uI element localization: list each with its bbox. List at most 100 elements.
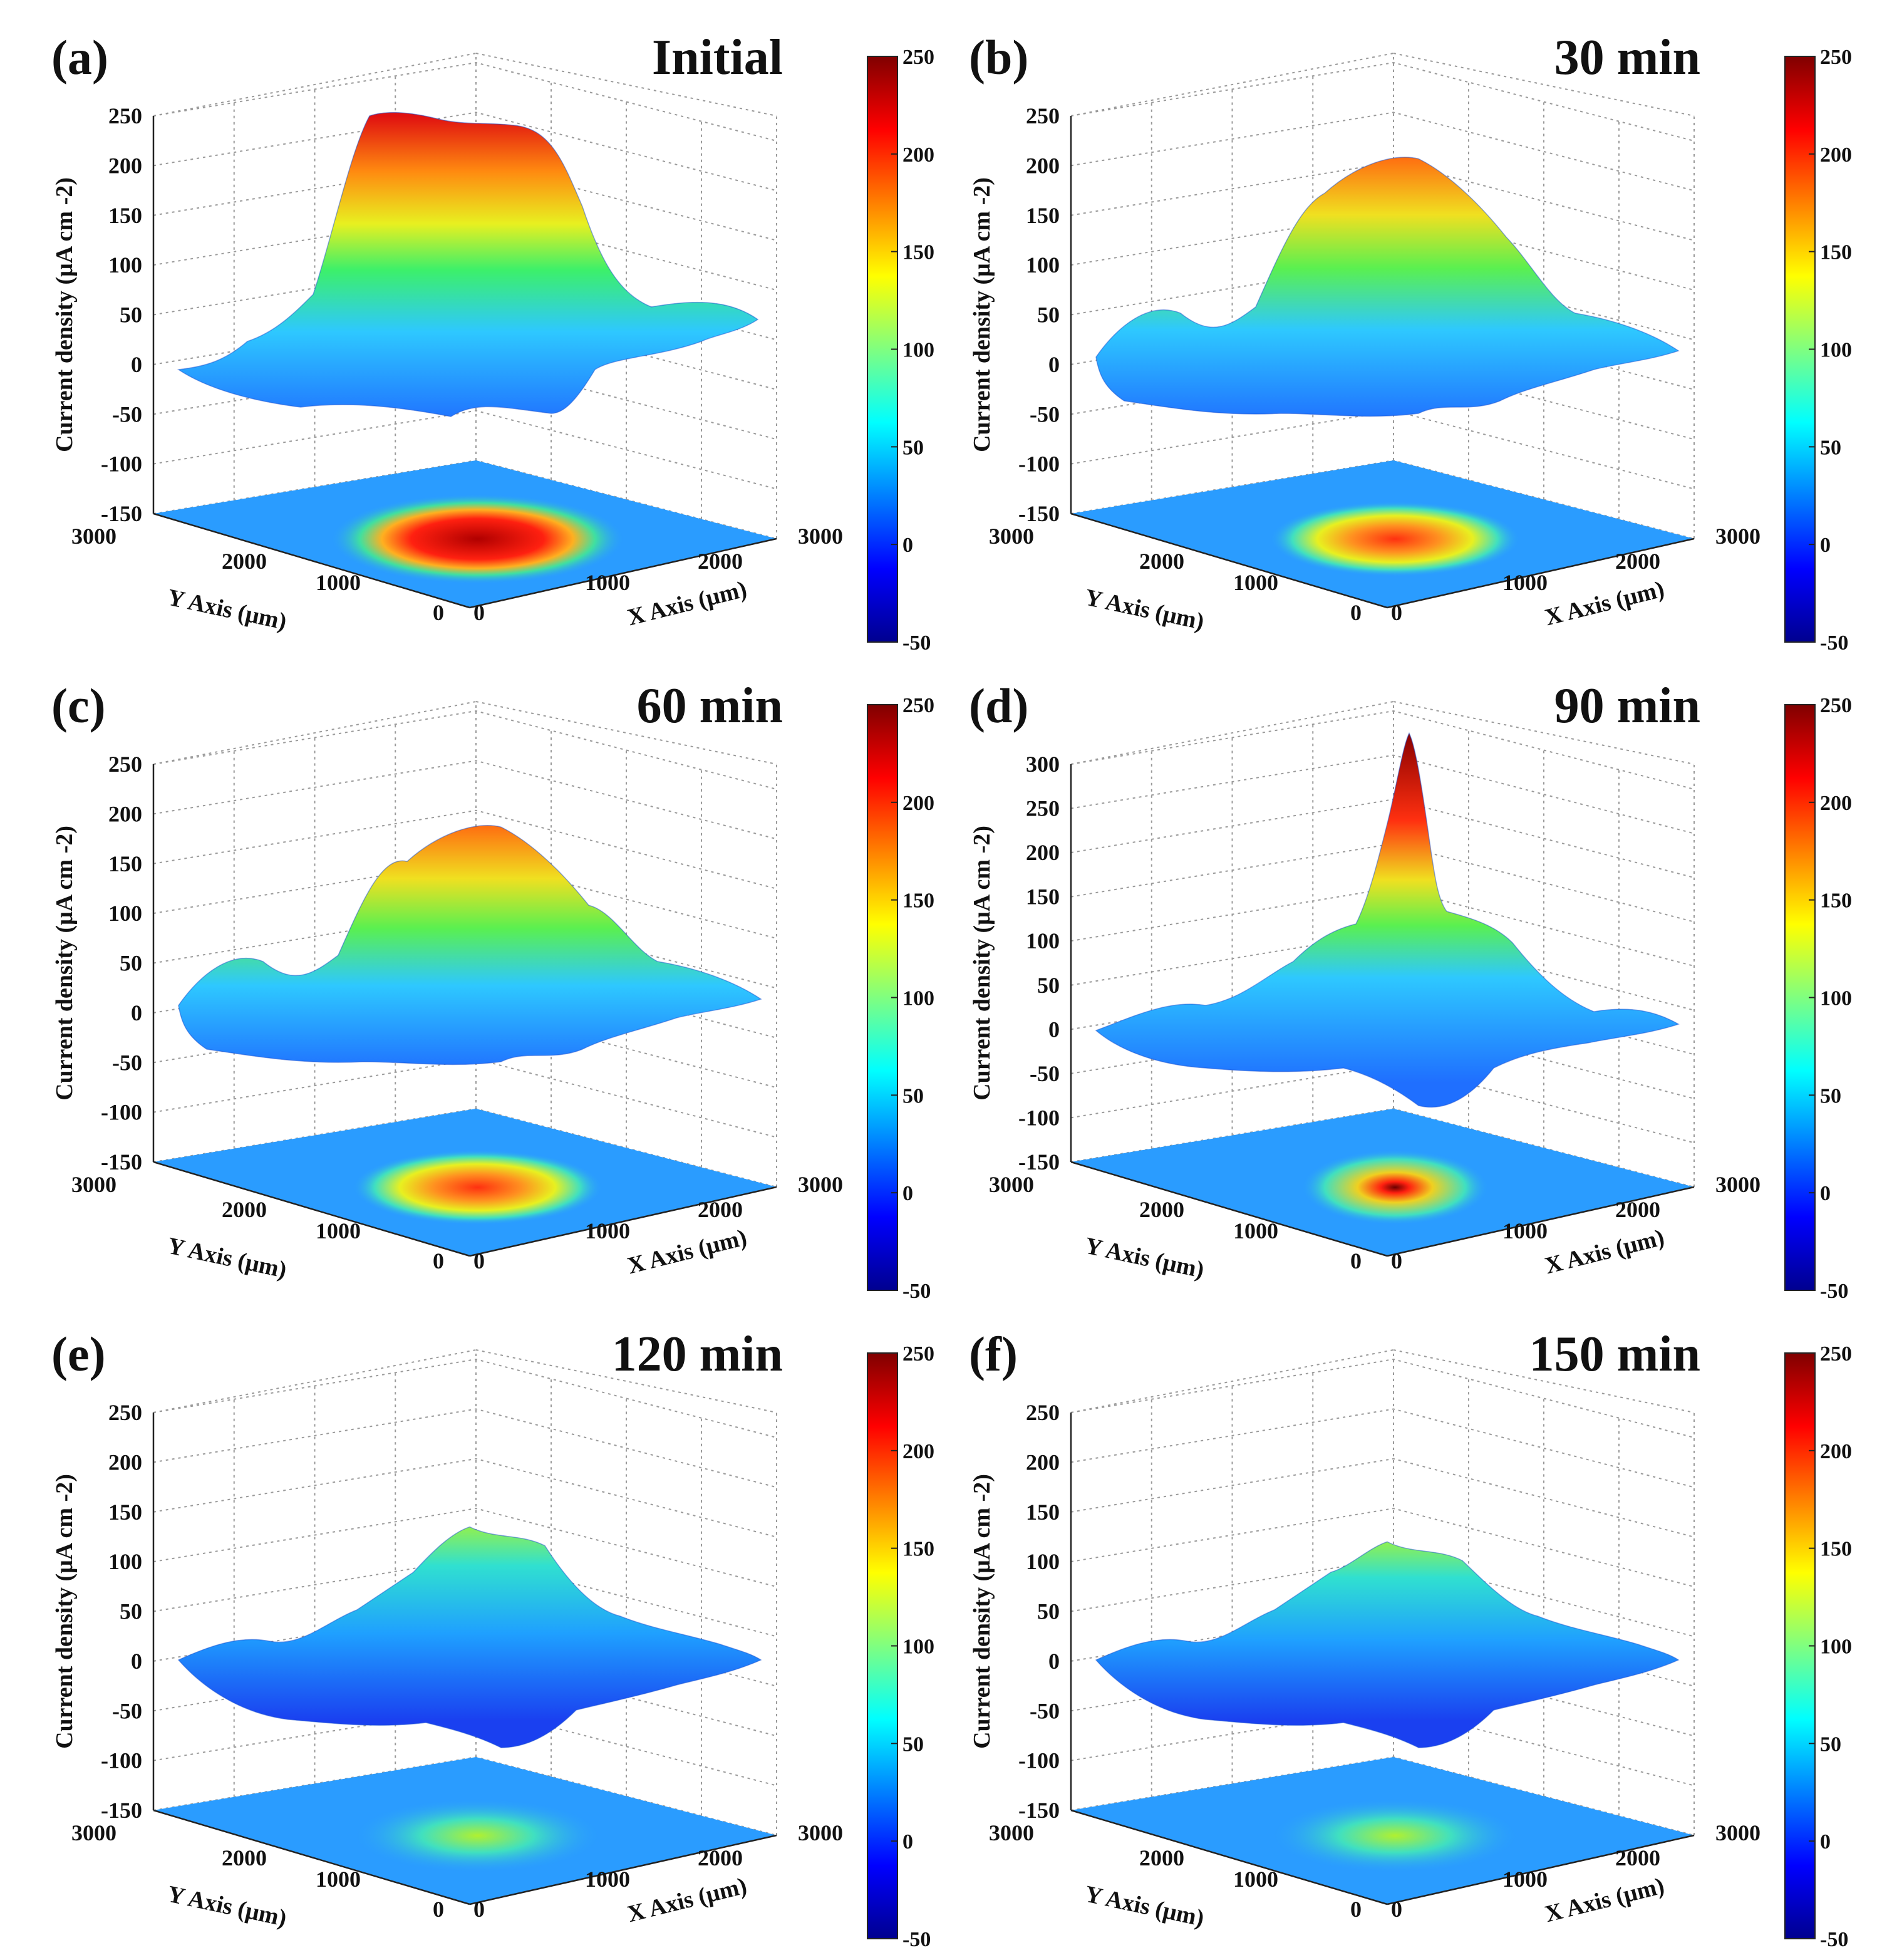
y-tick-label: 3000 [71,1172,116,1197]
z-tick-label: -100 [1018,1105,1060,1130]
colorbar-tick-label: 100 [902,339,934,362]
z-tick-label: -100 [101,1748,142,1773]
colorbar-tick-label: -50 [1820,631,1848,655]
x-axis-line [469,1186,777,1257]
z-tick-label: -150 [1018,1798,1060,1823]
z-tick-label: 0 [1048,352,1060,377]
z-tick-label: 200 [108,1449,142,1475]
x-axis-label: X Axis (μm) [625,1872,750,1927]
z-tick-label: -150 [101,1798,142,1823]
z-tick-label: -50 [1030,402,1060,427]
colorbar-tick-label: -50 [902,1928,931,1951]
x-tick-label: 2000 [698,1845,743,1870]
colorbar-tick-label: -50 [1820,1928,1848,1951]
floor-hotspot [1301,1149,1489,1225]
z-gridline [1070,61,1695,142]
colorbar-tick-label: 50 [1820,436,1841,459]
colorbar-tick-label: 200 [902,792,934,815]
top-gridline [1070,1349,1394,1413]
y-axis-label: Y Axis (μm) [165,1881,289,1932]
y-axis-label: Y Axis (μm) [1083,1233,1207,1283]
x-tick-label: 3000 [1715,1820,1760,1845]
z-gridline [1070,1408,1695,1488]
colorbar-tick-label: 200 [1820,143,1852,167]
z-tick-label: 150 [1026,884,1060,910]
x-tick-label: 2000 [698,1197,743,1222]
x-tick-label: 0 [473,600,485,625]
colorbar-tick-label: 50 [902,1084,924,1107]
top-gridline [1393,1349,1695,1413]
z-gridline [153,61,777,142]
y-tick-label: 3000 [989,524,1034,549]
z-tick-label: -50 [112,1050,142,1075]
y-tick-label: 0 [1350,1248,1362,1273]
z-tick-label: -50 [112,402,142,427]
top-gridline [1070,701,1394,765]
top-gridline [153,1349,477,1413]
surface-plot [177,111,759,417]
y-axis-line [153,1809,470,1906]
panel-label: (a) [51,30,108,85]
x-tick-label: 0 [1391,1897,1402,1922]
z-tick-label: 50 [1037,303,1060,328]
panel-title: 60 min [637,678,783,734]
top-gridline [475,1349,777,1413]
colorbar-tick-label: 50 [1820,1733,1841,1756]
z-gridline [1070,754,1695,834]
z-gridline [153,1408,777,1488]
z-tick-label: -100 [1018,1748,1060,1773]
floor-hotspot [1269,501,1521,577]
colorbar-tick-label: 250 [902,694,934,717]
y-tick-label: 1000 [1233,1867,1278,1892]
floor-hotspot [330,494,625,584]
x-axis-label: X Axis (μm) [1543,1224,1667,1279]
x-tick-label: 1000 [1502,570,1548,595]
panel-d: 300 250 200 150 100 50 0 -50 -100 -150 Current den… [969,678,1852,1303]
colorbar-tick-label: 100 [902,1636,934,1659]
colorbar-tick-label: 0 [1820,1182,1831,1205]
z-gridline [153,1458,777,1538]
z-tick-label: -50 [1030,1698,1060,1723]
z-tick-label: 50 [120,951,142,976]
panel-a: 250 200 150 100 50 0 -50 -100 -150 Current densit… [51,30,934,655]
x-tick-label: 1000 [585,1867,630,1892]
y-tick-label: 2000 [222,549,267,574]
panel-title: 120 min [612,1327,783,1382]
z-tick-label: -50 [112,1698,142,1723]
z-tick-label: 200 [1026,1449,1060,1475]
y-tick-label: 1000 [1233,1218,1278,1243]
floor-hotspot [352,1149,603,1225]
y-axis-label: Y Axis (μm) [1083,584,1207,635]
top-gridline [1070,53,1394,117]
colorbar-tick-label: 0 [902,1830,913,1854]
panel-label: (e) [51,1327,106,1381]
panel-c: 250 200 150 100 50 0 -50 -100 -150 Current densit… [51,678,934,1303]
z-tick-label: 100 [1026,252,1060,277]
z-gridline [153,809,777,889]
colorbar-tick-label: -50 [1820,1280,1848,1303]
z-tick-label: 300 [1026,752,1060,777]
x-tick-label: 1000 [1502,1218,1548,1243]
z-tick-label: 100 [108,1549,142,1574]
x-tick-label: 3000 [1715,524,1760,549]
floor-hotspot [1269,1798,1521,1874]
z-tick-label: 150 [108,203,142,228]
surface-plot [1095,732,1680,1108]
colorbar-tick-label: 250 [1820,694,1852,717]
y-tick-label: 1000 [316,1867,361,1892]
panel-b: 250 200 150 100 50 0 -50 -100 -150 Current densit… [969,30,1852,655]
x-tick-label: 1000 [1502,1867,1548,1892]
y-tick-label: 2000 [222,1845,267,1870]
z-axis-label: Current density (μA cm -2) [51,1474,78,1749]
z-gridline [1070,1508,1695,1588]
top-gridline [1393,701,1695,765]
x-axis-label: X Axis (μm) [1543,1872,1667,1927]
z-gridline [1070,111,1695,192]
y-tick-label: 2000 [222,1197,267,1222]
x-tick-label: 2000 [1615,1197,1660,1222]
top-gridline [475,53,777,117]
y-tick-label: 3000 [989,1172,1034,1197]
z-gridline [1070,710,1695,790]
z-tick-label: -150 [1018,501,1060,526]
x-tick-label: 1000 [585,1218,630,1243]
